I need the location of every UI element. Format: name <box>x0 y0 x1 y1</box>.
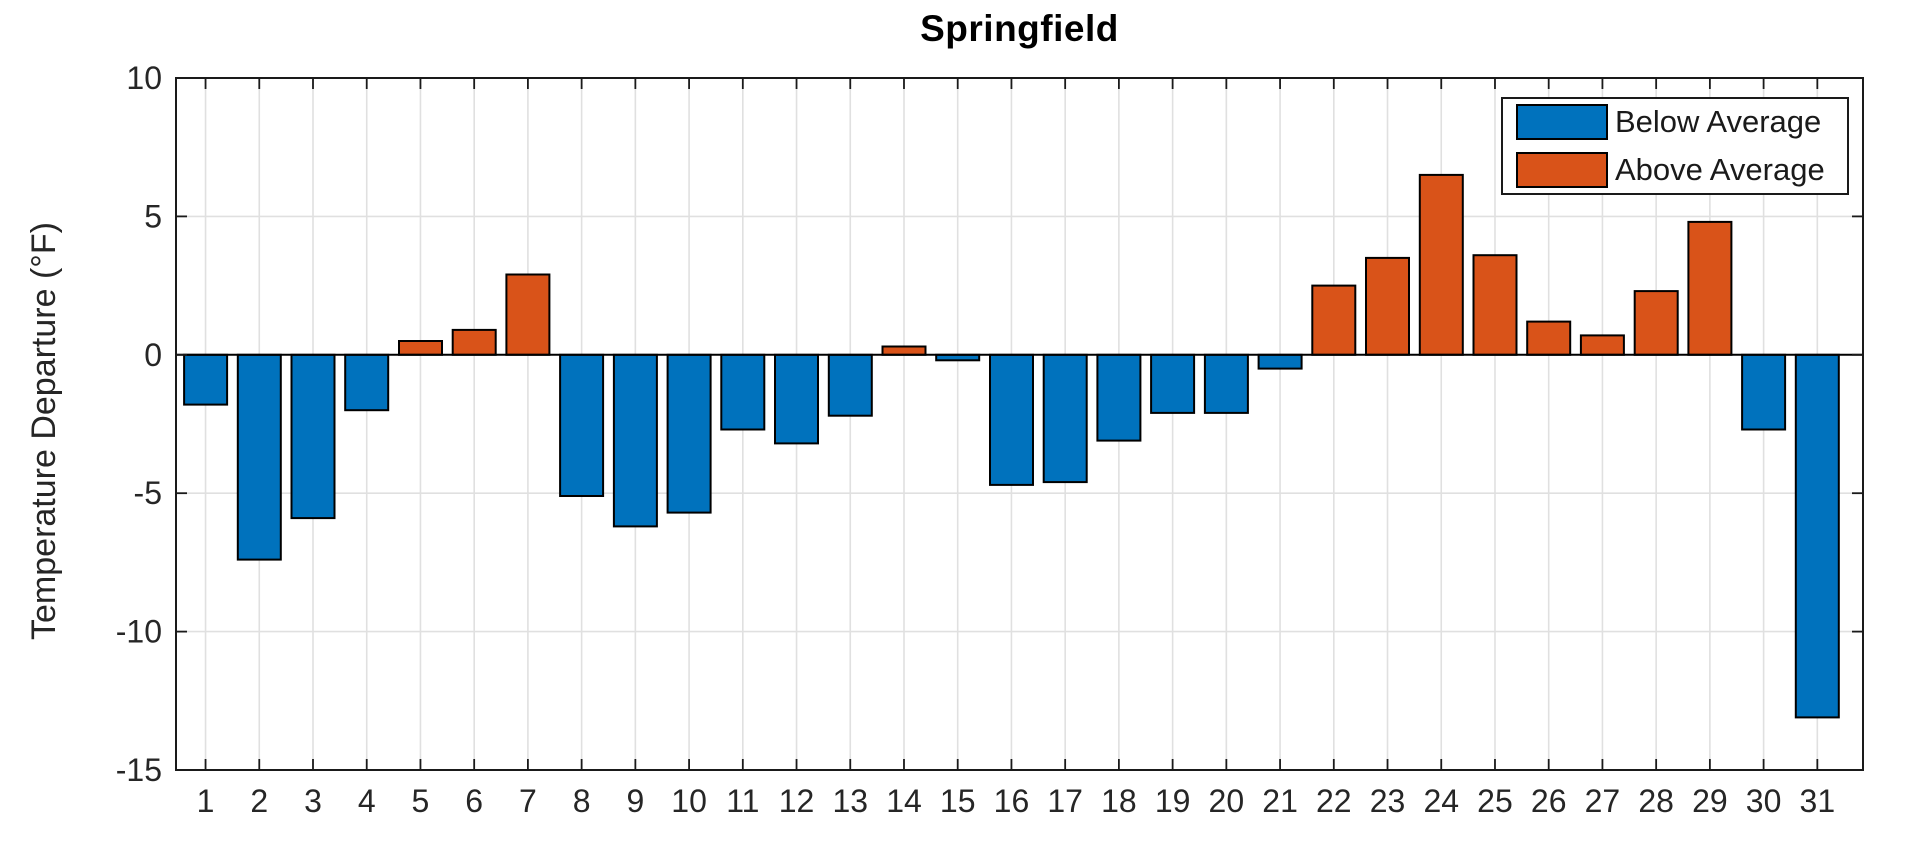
bar-day-21 <box>1257 353 1303 370</box>
x-tick-label: 25 <box>1477 783 1513 819</box>
axis-box <box>175 77 1864 771</box>
x-tick-label: 15 <box>940 783 976 819</box>
bar-day-17 <box>1042 353 1088 484</box>
bar-day-14 <box>881 345 927 356</box>
y-tick-label: -15 <box>116 752 162 788</box>
x-tick-label: 12 <box>779 783 815 819</box>
bar-day-22 <box>1311 284 1357 356</box>
bar-day-5 <box>398 340 443 356</box>
bar-day-30 <box>1741 353 1787 431</box>
bar-day-16 <box>989 353 1034 486</box>
bar-day-7 <box>505 273 551 356</box>
bar-day-3 <box>290 353 336 520</box>
y-tick-label: 5 <box>144 198 162 234</box>
y-tick-label: 0 <box>144 337 162 373</box>
bar-day-24 <box>1418 173 1464 356</box>
x-tick-label: 19 <box>1155 783 1191 819</box>
x-tick-label: 21 <box>1262 783 1298 819</box>
y-tick-label: 10 <box>126 60 162 96</box>
x-tick-label: 28 <box>1638 783 1674 819</box>
bar-day-2 <box>236 353 282 561</box>
bar-day-11 <box>720 353 766 431</box>
x-tick-label: 24 <box>1423 783 1459 819</box>
bar-day-13 <box>827 353 873 417</box>
x-tick-label: 11 <box>726 783 759 819</box>
x-tick-label: 9 <box>626 783 644 819</box>
x-tick-label: 30 <box>1746 783 1782 819</box>
bar-day-1 <box>183 353 229 406</box>
bar-day-8 <box>559 353 605 497</box>
x-tick-label: 8 <box>573 783 591 819</box>
bar-day-12 <box>774 353 819 445</box>
y-tick-label: -5 <box>134 475 162 511</box>
x-tick-label: 18 <box>1101 783 1137 819</box>
chart-title: Springfield <box>920 8 1119 49</box>
x-tick-label: 31 <box>1800 783 1836 819</box>
x-tick-label: 27 <box>1585 783 1621 819</box>
bar-day-23 <box>1365 256 1410 356</box>
x-tick-label: 6 <box>465 783 483 819</box>
x-tick-label: 1 <box>197 783 215 819</box>
legend-label: Below Average <box>1615 104 1822 139</box>
y-tick-label: -10 <box>116 614 162 650</box>
bar-day-18 <box>1096 353 1142 442</box>
legend: Below Average Above Average <box>1501 97 1849 195</box>
below-average-swatch <box>1516 104 1608 140</box>
bar-day-28 <box>1633 290 1679 356</box>
bar-day-31 <box>1794 353 1840 719</box>
x-tick-label: 3 <box>304 783 322 819</box>
bar-day-27 <box>1579 334 1625 356</box>
legend-item-below-average: Below Average <box>1516 102 1847 142</box>
above-average-swatch <box>1516 152 1608 188</box>
bar-day-20 <box>1203 353 1249 414</box>
bar-day-4 <box>344 353 390 412</box>
x-tick-label: 23 <box>1370 783 1406 819</box>
x-tick-label: 5 <box>412 783 430 819</box>
x-tick-label: 2 <box>250 783 268 819</box>
bar-day-26 <box>1526 320 1572 356</box>
y-axis-label: Temperature Departure (°F) <box>25 222 63 640</box>
x-tick-label: 16 <box>994 783 1030 819</box>
x-tick-label: 10 <box>671 783 707 819</box>
bar-day-25 <box>1472 254 1518 356</box>
x-tick-label: 29 <box>1692 783 1728 819</box>
legend-label: Above Average <box>1615 152 1825 187</box>
bar-day-29 <box>1687 220 1733 356</box>
bar-day-9 <box>612 353 658 528</box>
x-tick-label: 22 <box>1316 783 1352 819</box>
x-tick-label: 20 <box>1209 783 1245 819</box>
legend-item-above-average: Above Average <box>1516 150 1847 190</box>
x-tick-label: 26 <box>1531 783 1567 819</box>
x-tick-label: 13 <box>832 783 868 819</box>
x-tick-label: 7 <box>519 783 537 819</box>
x-tick-label: 14 <box>886 783 922 819</box>
bar-day-6 <box>451 328 497 356</box>
bar-day-10 <box>666 353 712 514</box>
bar-day-19 <box>1150 353 1196 414</box>
x-tick-label: 17 <box>1047 783 1083 819</box>
x-tick-label: 4 <box>358 783 376 819</box>
